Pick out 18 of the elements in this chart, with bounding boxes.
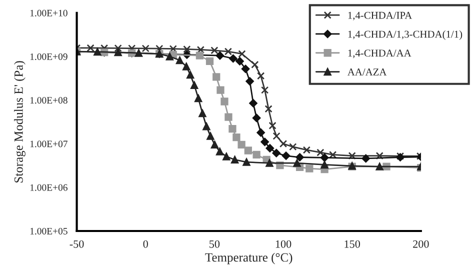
y-tick-label: 1.00E+09 (30, 53, 68, 60)
y-tick-label: 1.00E+05 (30, 228, 68, 234)
x-tick-label: 100 (276, 240, 292, 248)
y-tick-label: 1.00E+08 (30, 97, 68, 104)
x-tick-label: 150 (344, 240, 360, 248)
x-axis-title: Temperature (°C) (205, 252, 292, 264)
x-tick-label: 200 (413, 240, 429, 248)
x-tick-label: 0 (143, 240, 148, 248)
x-tick-label: -50 (70, 240, 84, 248)
legend-label: 1,4-CHDA/AA (348, 50, 412, 58)
legend-label: 1,4-CHDA/1,3-CHDA(1/1) (348, 30, 462, 40)
y-axis-title: Storage Modulus E' (Pa) (14, 61, 26, 182)
y-tick-label: 1.00E+10 (30, 10, 68, 16)
y-tick-label: 1.00E+07 (30, 140, 68, 148)
y-tick-label: 1.00E+06 (30, 184, 68, 191)
x-tick-label: 50 (210, 240, 220, 248)
legend-label: 1,4-CHDA/IPA (348, 12, 412, 20)
legend-label: AA/AZA (347, 68, 387, 76)
